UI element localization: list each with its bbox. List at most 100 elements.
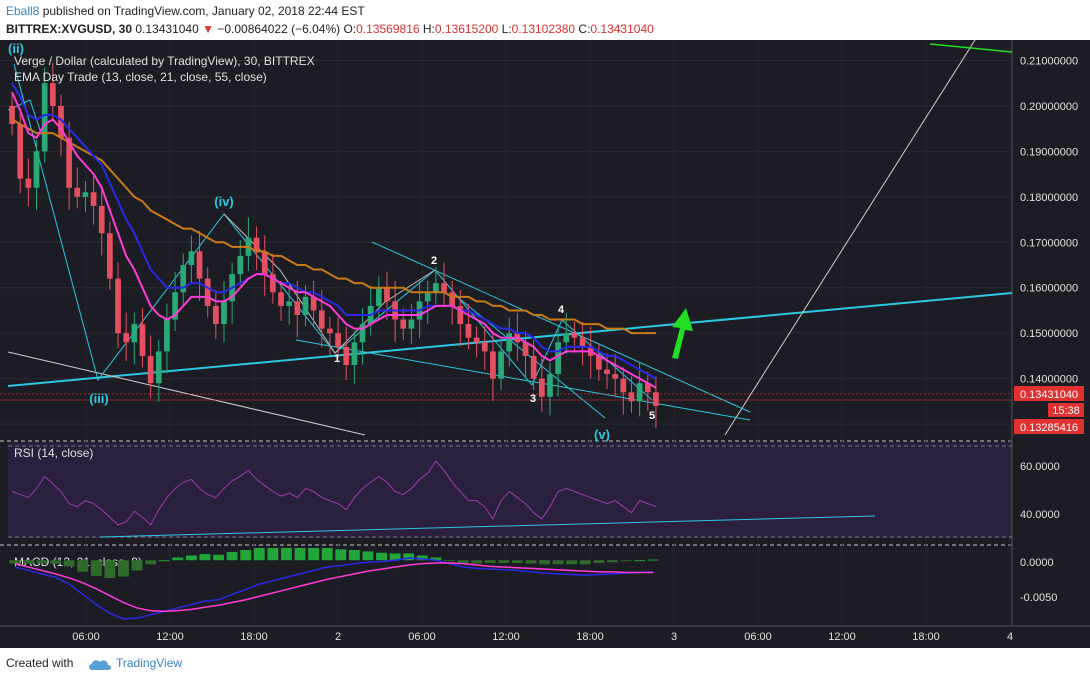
candle-body [327, 328, 333, 334]
candle-body [107, 233, 113, 279]
macd-histogram-bar [416, 555, 428, 561]
macd-histogram-bar [498, 560, 510, 563]
candle-body [596, 355, 602, 370]
macd-tick-neg: -0.0050 [1020, 592, 1057, 604]
macd-histogram-bar [335, 549, 347, 561]
candle-body [180, 265, 187, 293]
time-tick-label: 3 [671, 631, 677, 643]
candle-body [628, 392, 635, 402]
wave-path[interactable] [13, 63, 653, 401]
macd-histogram-bar [430, 557, 442, 561]
macd-signal-line [14, 562, 654, 613]
price-change: −0.00864022 (−6.04%) [217, 22, 341, 36]
green-up-arrow-icon[interactable] [672, 308, 693, 359]
macd-histogram-bar [525, 560, 537, 564]
macd-histogram-bar [172, 557, 184, 561]
candle-body [465, 324, 472, 338]
ema-mid-line [11, 82, 657, 380]
white-projection-line[interactable] [724, 39, 976, 436]
created-with-label: Created with [6, 656, 74, 670]
price-axis[interactable]: 0.21000000 0.20000000 0.19000000 0.18000000… [1020, 55, 1078, 431]
candle-body [359, 324, 366, 343]
chart-area[interactable]: (iv) (iii) (v) 1 2 3 4 5 (ii) Verge / Do… [0, 39, 1090, 648]
time-tick-label: 18:00 [576, 631, 604, 643]
rsi-tick-60: 60.0000 [1020, 461, 1060, 473]
time-tick-label: 12:00 [828, 631, 856, 643]
macd-histogram-bar [50, 560, 61, 564]
candle-body [115, 278, 121, 334]
wave-label-ii: (ii) [8, 41, 24, 56]
candle-body [375, 287, 382, 306]
candle-body [644, 383, 651, 393]
close-label: C: [578, 22, 591, 36]
macd-histogram-bar [240, 550, 252, 561]
macd-histogram-bar [593, 560, 605, 563]
rsi-trendline[interactable] [99, 515, 876, 538]
wave-label-v: (v) [594, 427, 610, 442]
candle-body [408, 319, 415, 329]
wave-label-5: 5 [649, 410, 655, 422]
macd-histogram-bar [281, 547, 292, 561]
wave-label-iv: (iv) [214, 194, 234, 209]
candle-body [571, 333, 578, 338]
macd-histogram-bar [348, 550, 360, 561]
price-tick-label: 0.17000000 [1020, 237, 1078, 249]
candle-body [449, 292, 456, 306]
author-link[interactable]: Eball8 [6, 4, 40, 18]
candle-body [253, 237, 260, 252]
macd-histogram-bar [321, 547, 333, 561]
candle-body [188, 251, 195, 265]
time-tick-label: 12:00 [492, 631, 520, 643]
rsi-line [11, 460, 657, 526]
open-label: O: [343, 22, 357, 36]
chart-svg[interactable]: (iv) (iii) (v) 1 2 3 4 5 (ii) Verge / Do… [0, 39, 1090, 648]
high-label: H: [422, 22, 435, 36]
candle-body [604, 369, 610, 375]
macd-histogram-bar [620, 560, 632, 562]
macd-histogram-bar [634, 560, 646, 562]
publish-line: Eball8 published on TradingView.com, Jan… [6, 4, 365, 18]
macd-histogram-bar [63, 560, 75, 567]
candle-body [147, 355, 154, 384]
red-price-badge: 0.13285416 [1020, 422, 1078, 434]
rsi-title[interactable]: RSI (14, close) [14, 446, 93, 460]
macd-histogram-bar [36, 560, 48, 564]
ema-indicator-title[interactable]: EMA Day Trade (13, close, 21, close, 55,… [14, 70, 267, 84]
last-price: 0.13431040 [135, 22, 199, 36]
symbol-label: BITTREX:XVGUSD, 30 [6, 22, 133, 36]
candle-body [17, 124, 24, 179]
candle-body [196, 251, 203, 279]
time-axis[interactable]: 06:00 12:00 18:00 2 06:00 12:00 18:00 3 06:00 12:… [72, 631, 1013, 643]
candle-body [335, 333, 341, 347]
candle-body [9, 105, 15, 125]
wave-label-1: 1 [334, 353, 340, 365]
candle-body [318, 310, 325, 329]
white-lower-line[interactable] [7, 351, 366, 436]
macd-histogram-bar [607, 560, 618, 563]
macd-group [9, 547, 659, 620]
countdown-badge: 15:38 [1052, 405, 1080, 417]
published-text: published on TradingView.com, January 02… [42, 4, 365, 18]
main-pane-title: Verge / Dollar (calculated by TradingVie… [14, 54, 315, 68]
ema-slow-line [11, 118, 656, 335]
green-top-line[interactable] [929, 43, 1013, 53]
candle-body [441, 283, 447, 293]
macd-histogram-bar [457, 560, 469, 564]
macd-histogram-bar [145, 560, 157, 565]
price-tick-label: 0.16000000 [1020, 283, 1078, 295]
chart-header: Eball8 published on TradingView.com, Jan… [0, 0, 1090, 40]
macd-histogram-bar [267, 547, 279, 561]
candle-body [620, 378, 627, 393]
candle-body [563, 333, 570, 343]
tradingview-brand-link[interactable]: TradingView [116, 656, 183, 670]
channel-lower[interactable] [295, 339, 751, 421]
wave-five-channel[interactable] [454, 294, 606, 419]
price-tick-label: 0.14000000 [1020, 374, 1078, 386]
candle-body [25, 178, 32, 188]
candle-body [433, 283, 439, 293]
macd-line [14, 557, 654, 620]
rsi-tick-40: 40.0000 [1020, 509, 1060, 521]
candle-body [172, 292, 178, 320]
candle-body [204, 278, 211, 306]
ohlc-line: BITTREX:XVGUSD, 30 0.13431040 ▼ −0.00864… [6, 22, 654, 36]
